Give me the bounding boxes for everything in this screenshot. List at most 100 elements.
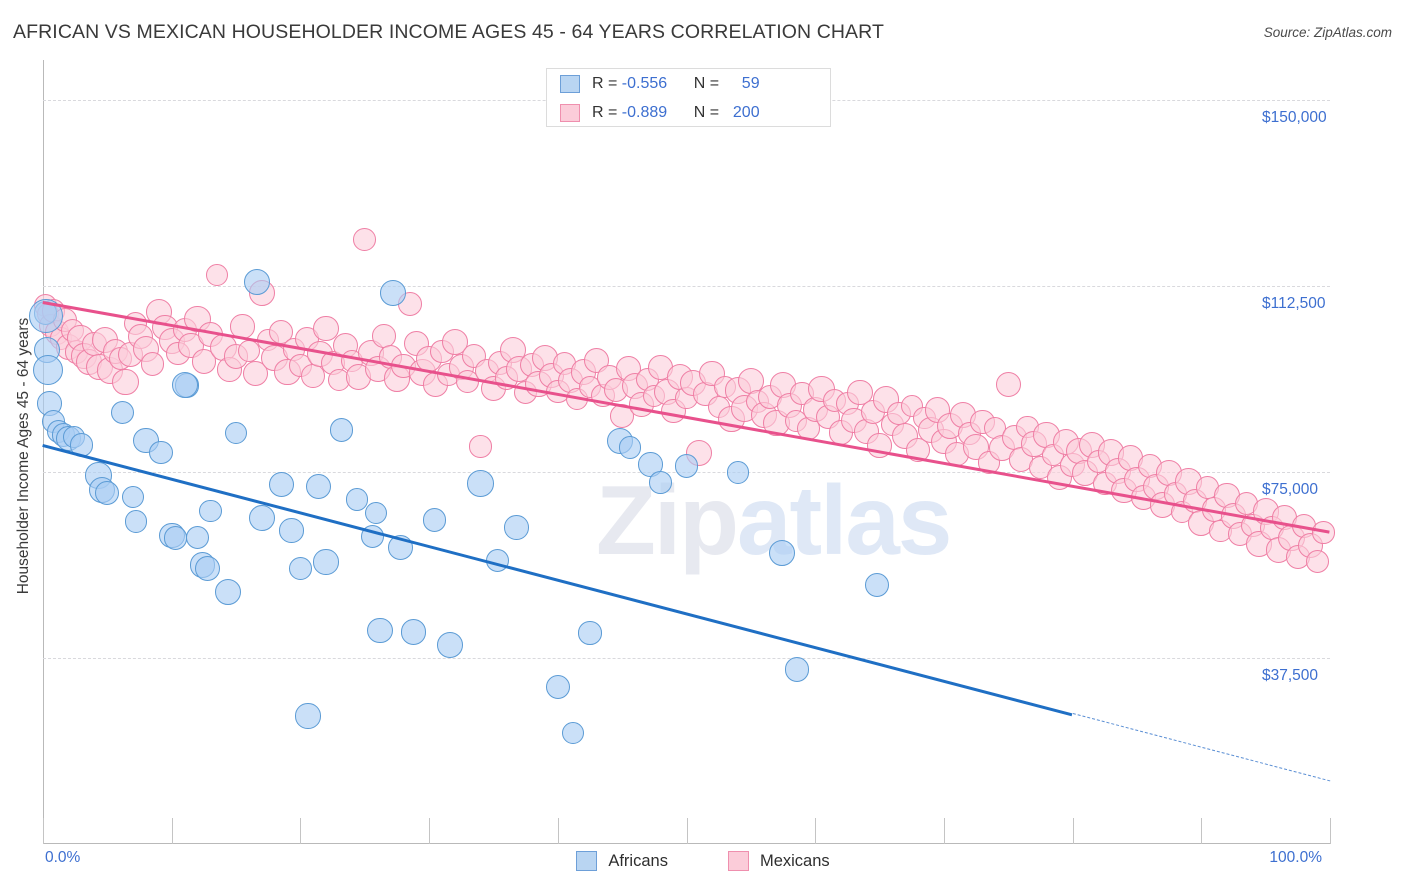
stats-n-mexicans: N = 200 [694, 104, 760, 122]
stats-n-africans: N = 59 [694, 75, 760, 93]
scatter-point [215, 578, 242, 606]
scatter-point [388, 535, 414, 561]
scatter-point [365, 501, 388, 525]
y-axis-tick-label: $150,000 [1262, 108, 1327, 126]
scatter-point [699, 360, 726, 387]
x-axis-tick [557, 818, 559, 844]
scatter-point [329, 417, 354, 442]
scatter-point [892, 423, 919, 450]
y-axis-tick-label: $75,000 [1262, 480, 1319, 498]
page-title: AFRICAN VS MEXICAN HOUSEHOLDER INCOME AG… [13, 21, 885, 43]
x-axis-tick [300, 818, 302, 844]
chart-legend: Africans Mexicans [0, 851, 1406, 871]
scatter-point [867, 433, 892, 458]
x-axis-max-label: 100.0% [1269, 849, 1322, 866]
x-axis-tick [686, 818, 688, 844]
y-axis-label: Householder Income Ages 45 - 64 years [15, 317, 32, 595]
correlation-stats-box: R = -0.556 N = 59 R = -0.889 N = 200 [546, 68, 831, 127]
scatter-point [205, 263, 228, 286]
scatter-point [163, 526, 188, 551]
scatter-point [504, 515, 529, 540]
scatter-point [380, 279, 406, 306]
x-axis-tick [171, 818, 173, 844]
stats-r-prefix-mexicans: R = [592, 103, 622, 121]
stats-n-prefix-mexicans: N = [693, 103, 724, 121]
scatter-point [372, 324, 396, 348]
x-axis-tick [815, 818, 817, 844]
stats-n-value-mexicans: 200 [732, 103, 760, 121]
legend-item-africans[interactable]: Africans [576, 851, 668, 871]
scatter-point [436, 632, 463, 658]
scatter-point [367, 617, 393, 644]
scatter-point [248, 505, 275, 531]
scatter-point [618, 436, 641, 459]
scatter-point [133, 427, 159, 454]
scatter-point [29, 298, 64, 333]
scatter-point [70, 433, 94, 457]
scatter-point [32, 355, 63, 386]
scatter-point [737, 367, 764, 395]
scatter-point [562, 722, 585, 745]
stats-r-prefix-africans: R = [592, 74, 622, 92]
scatter-point [360, 525, 385, 549]
scatter-point [268, 472, 294, 498]
x-axis-tick [943, 818, 945, 844]
scatter-point [864, 572, 889, 597]
stats-n-prefix-africans: N = [693, 74, 724, 92]
stats-r-africans: R = -0.556 [592, 75, 676, 93]
gridline [43, 285, 1330, 287]
watermark-atlas: atlas [736, 465, 952, 575]
scatter-point [545, 675, 570, 700]
y-axis-tick-label: $112,500 [1262, 294, 1326, 312]
scatter-point [224, 422, 248, 445]
scatter-point [726, 460, 750, 484]
stats-swatch-africans [560, 74, 580, 93]
trend-line-africans-extrapolated [1072, 713, 1330, 782]
scatter-point [198, 499, 222, 523]
stats-r-mexicans: R = -0.889 [592, 104, 676, 122]
source-attribution: Source: ZipAtlas.com [1263, 25, 1392, 40]
scatter-point [1305, 550, 1329, 574]
scatter-point [95, 480, 120, 505]
scatter-point [288, 556, 312, 580]
scatter-point [649, 470, 673, 494]
scatter-point [112, 368, 139, 396]
scatter-point [149, 440, 174, 465]
scatter-point [422, 508, 446, 532]
scatter-point [485, 548, 510, 573]
scatter-point [111, 401, 135, 425]
scatter-point [124, 510, 147, 533]
scatter-point [906, 438, 930, 462]
scatter-point [295, 703, 321, 729]
scatter-point [345, 488, 369, 511]
y-axis-tick-label: $37,500 [1262, 666, 1319, 684]
legend-label-mexicans: Mexicans [759, 851, 830, 870]
x-axis-tick [1201, 818, 1203, 844]
scatter-point [279, 518, 304, 543]
x-axis-tick [1330, 818, 1331, 844]
scatter-point [171, 372, 198, 398]
scatter-point [995, 371, 1021, 398]
scatter-point [401, 619, 427, 645]
stats-r-value-mexicans: -0.889 [621, 103, 668, 121]
scatter-point [768, 540, 795, 567]
scatter-point [237, 339, 260, 362]
scatter-point [195, 555, 221, 582]
y-axis-line [43, 60, 44, 844]
plot-area: Zipatlas [29, 60, 1335, 844]
stats-swatch-mexicans [560, 103, 580, 122]
gridline [43, 657, 1330, 659]
legend-item-mexicans[interactable]: Mexicans [727, 851, 830, 871]
scatter-point [243, 269, 270, 296]
scatter-point [305, 473, 332, 499]
scatter-point [230, 314, 255, 339]
scatter-point [583, 348, 609, 374]
scatter-point [456, 370, 480, 393]
x-axis-tick [1072, 818, 1074, 844]
x-axis-min-label: 0.0% [45, 849, 81, 866]
scatter-point [121, 485, 145, 509]
scatter-point [313, 549, 339, 575]
stats-r-value-africans: -0.556 [621, 74, 668, 92]
scatter-point [469, 435, 492, 458]
scatter-point [185, 525, 210, 549]
